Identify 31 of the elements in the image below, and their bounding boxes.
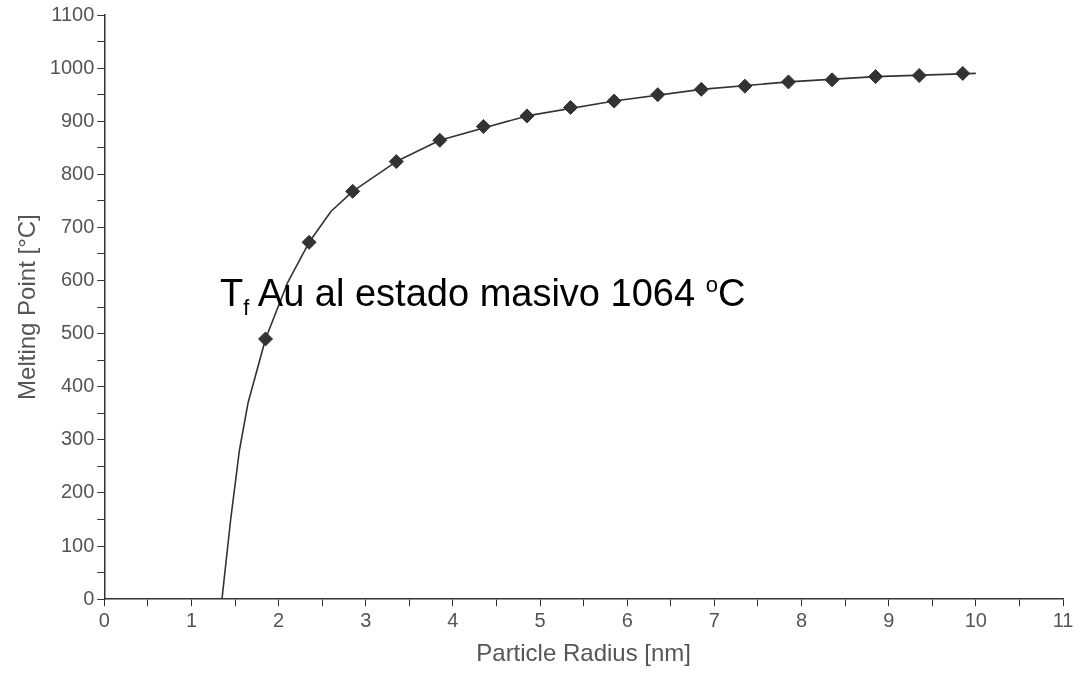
y-tick-label: 400 — [60, 374, 95, 397]
x-tick-label: 3 — [360, 608, 372, 631]
x-tick-label: 11 — [1052, 608, 1074, 631]
x-tick-label: 10 — [964, 608, 987, 631]
y-tick-label: 500 — [60, 321, 95, 344]
x-tick-label: 7 — [708, 608, 720, 631]
x-tick-label: 1 — [185, 608, 198, 631]
x-axis-title: Particle Radius [nm] — [476, 639, 692, 667]
point — [301, 234, 317, 250]
y-tick-label: 200 — [60, 480, 95, 503]
x-tick-label: 2 — [273, 608, 285, 631]
point — [432, 132, 448, 148]
y-tick-label: 700 — [60, 214, 95, 237]
point — [258, 331, 274, 347]
x-tick-label: 5 — [534, 608, 546, 631]
x-tick-label: 4 — [447, 608, 459, 631]
x-tick-label: 0 — [98, 608, 110, 631]
y-tick-label: 100 — [60, 533, 95, 556]
y-tick-label: 1000 — [49, 55, 95, 78]
y-tick-label: 800 — [60, 161, 95, 184]
y-tick-label: 300 — [60, 427, 95, 450]
point — [519, 108, 535, 124]
x-tick-label: 8 — [795, 608, 808, 631]
y-tick-label: 900 — [60, 108, 95, 131]
y-tick-label: 0 — [83, 586, 95, 609]
y-tick-label: 1100 — [51, 2, 95, 25]
point — [388, 154, 404, 170]
y-tick-label: 600 — [60, 268, 95, 291]
x-tick-label: 6 — [621, 608, 633, 631]
x-tick-label: 9 — [883, 608, 895, 631]
y-axis-title: Melting Point [°C] — [13, 214, 41, 400]
